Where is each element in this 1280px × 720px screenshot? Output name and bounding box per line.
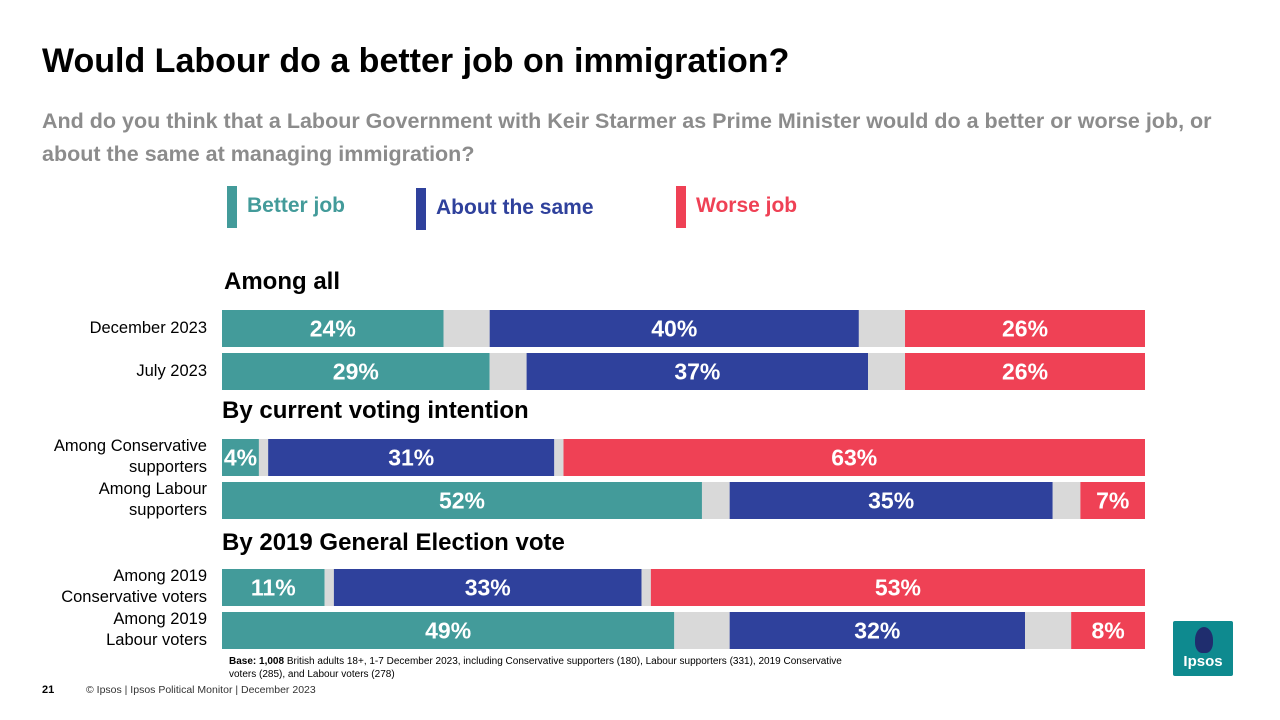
bar-segment bbox=[729, 612, 1026, 649]
bar-value-label: 49% bbox=[425, 618, 471, 644]
bar-segment bbox=[1080, 482, 1145, 519]
bar-value-label: 11% bbox=[251, 575, 296, 601]
base-note-text: British adults 18+, 1-7 December 2023, i… bbox=[229, 656, 842, 680]
bar-segment bbox=[526, 353, 869, 390]
page-number: 21 bbox=[42, 684, 55, 696]
logo-text: Ipsos bbox=[1183, 653, 1223, 670]
bar-segment bbox=[443, 310, 490, 347]
bar-value-label: 63% bbox=[831, 445, 877, 471]
bar-segment bbox=[868, 353, 906, 390]
legend-swatch-better bbox=[227, 186, 237, 228]
row-label-july-2023: July 2023 bbox=[7, 361, 207, 382]
row-label-line: July 2023 bbox=[136, 362, 207, 380]
bar-segment bbox=[858, 310, 906, 347]
row-label-line: Among 2019 bbox=[113, 610, 207, 628]
bar-segment bbox=[258, 439, 269, 476]
bar-segment bbox=[222, 353, 490, 390]
bar-value-label: 33% bbox=[465, 575, 511, 601]
bar-value-label: 26% bbox=[1002, 316, 1048, 342]
bar-value-label: 52% bbox=[439, 488, 485, 514]
bar-value-label: 26% bbox=[1002, 359, 1048, 385]
bar-segment bbox=[1071, 612, 1145, 649]
row-label-2019-conservative-voters: Among 2019 Conservative voters bbox=[7, 566, 207, 608]
bar-value-label: 24% bbox=[310, 316, 356, 342]
bar-value-label: 53% bbox=[875, 575, 921, 601]
bar-value-label: 7% bbox=[1096, 488, 1129, 514]
base-note: Base: 1,008 British adults 18+, 1-7 Dece… bbox=[229, 655, 849, 681]
bar-value-label: 32% bbox=[854, 618, 900, 644]
bar-value-label: 31% bbox=[388, 445, 434, 471]
bar-segment bbox=[324, 569, 334, 606]
bar-segment bbox=[650, 569, 1145, 606]
bar-value-label: 37% bbox=[674, 359, 720, 385]
bar-value-label: 4% bbox=[224, 445, 257, 471]
section-title-voting-intention: By current voting intention bbox=[222, 397, 529, 424]
bar-segment bbox=[1052, 482, 1081, 519]
row-label-line: Among 2019 bbox=[113, 567, 207, 585]
bar-value-label: 8% bbox=[1091, 618, 1124, 644]
legend-label-same: About the same bbox=[436, 196, 594, 219]
row-label-line: Conservative voters bbox=[61, 588, 207, 606]
bar-segment bbox=[222, 439, 259, 476]
row-label-conservative-supporters: Among Conservative supporters bbox=[7, 436, 207, 478]
bar-segment bbox=[701, 482, 730, 519]
bar-segment bbox=[1025, 612, 1072, 649]
bar-segment bbox=[268, 439, 555, 476]
legend-swatch-same bbox=[416, 188, 426, 230]
section-title-2019-vote: By 2019 General Election vote bbox=[222, 529, 565, 556]
bar-segment bbox=[905, 353, 1145, 390]
legend-swatch-worse bbox=[676, 186, 686, 228]
bar-segment bbox=[222, 482, 702, 519]
bar-value-label: 40% bbox=[651, 316, 697, 342]
ipsos-logo: Ipsos bbox=[1173, 621, 1233, 676]
bar-segment bbox=[674, 612, 730, 649]
row-label-line: supporters bbox=[129, 458, 207, 476]
page-subtitle: And do you think that a Labour Governmen… bbox=[42, 109, 1212, 166]
bar-segment bbox=[641, 569, 651, 606]
row-label-2019-labour-voters: Among 2019 Labour voters bbox=[7, 609, 207, 651]
legend-label-worse: Worse job bbox=[696, 194, 798, 217]
logo-head-icon bbox=[1195, 627, 1213, 653]
bar-segment bbox=[222, 612, 675, 649]
row-label-line: supporters bbox=[129, 501, 207, 519]
bar-segment bbox=[563, 439, 1145, 476]
bar-segment bbox=[489, 353, 527, 390]
base-note-bold: Base: 1,008 bbox=[229, 656, 285, 667]
bar-segment bbox=[729, 482, 1053, 519]
legend-label-better: Better job bbox=[247, 194, 346, 217]
section-title-all: Among all bbox=[224, 268, 341, 295]
bar-segment bbox=[333, 569, 642, 606]
footer: © Ipsos | Ipsos Political Monitor | Dece… bbox=[86, 684, 316, 696]
row-label-line: December 2023 bbox=[89, 319, 207, 337]
row-label-december-2023: December 2023 bbox=[7, 318, 207, 339]
bar-segment bbox=[905, 310, 1145, 347]
bar-segment bbox=[489, 310, 859, 347]
row-label-line: Labour voters bbox=[106, 631, 207, 649]
bar-value-label: 35% bbox=[868, 488, 914, 514]
page-title: Would Labour do a better job on immigrat… bbox=[42, 42, 790, 80]
bar-value-label: 29% bbox=[333, 359, 379, 385]
row-label-line: Among Conservative bbox=[53, 437, 207, 455]
bar-segment bbox=[222, 569, 325, 606]
bar-segment bbox=[222, 310, 444, 347]
row-label-line: Among Labour bbox=[98, 480, 207, 498]
bar-segment bbox=[554, 439, 564, 476]
row-label-labour-supporters: Among Labour supporters bbox=[7, 479, 207, 521]
